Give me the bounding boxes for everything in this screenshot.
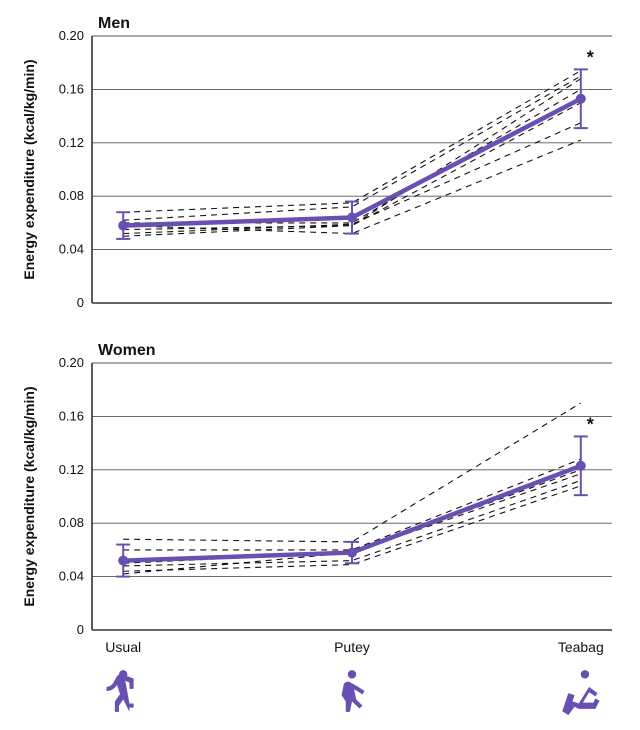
panel-title: Men bbox=[98, 15, 130, 32]
x-category-label: Usual bbox=[105, 639, 141, 655]
significance-marker: * bbox=[587, 414, 594, 434]
y-tick-label: 0.08 bbox=[59, 515, 84, 530]
y-tick-label: 0.16 bbox=[59, 408, 84, 423]
y-tick-label: 0 bbox=[77, 622, 84, 637]
panel-women: 0 0.04 0.08 0.12 0.16 0.20 Women Energy expendi… bbox=[21, 342, 612, 655]
panel-title: Women bbox=[98, 342, 155, 359]
panel-men: 0 0.04 0.08 0.12 0.16 0.20 Men Energy expenditu… bbox=[21, 15, 612, 310]
mean-marker bbox=[118, 556, 128, 566]
walk-usual-icon bbox=[107, 670, 134, 712]
y-tick-label: 0.04 bbox=[59, 242, 84, 257]
silhouette-icon bbox=[562, 670, 600, 715]
y-tick-label: 0.12 bbox=[59, 462, 84, 477]
individual-series bbox=[123, 403, 581, 542]
y-tick-label: 0 bbox=[77, 295, 84, 310]
figure-svg: 0 0.04 0.08 0.12 0.16 0.20 Men Energy expenditu… bbox=[0, 0, 640, 730]
y-tick-label: 0.20 bbox=[59, 355, 84, 370]
mean-marker bbox=[347, 548, 357, 558]
mean-marker bbox=[576, 461, 586, 471]
y-tick-label: 0.16 bbox=[59, 81, 84, 96]
mean-marker bbox=[576, 94, 586, 104]
individual-series bbox=[123, 76, 581, 220]
energy-expenditure-figure: 0 0.04 0.08 0.12 0.16 0.20 Men Energy expenditu… bbox=[0, 0, 640, 730]
mean-marker bbox=[347, 213, 357, 223]
x-category-label: Putey bbox=[334, 639, 370, 655]
x-category-label: Teabag bbox=[558, 639, 604, 655]
y-tick-label: 0.12 bbox=[59, 135, 84, 150]
silhouette-icon bbox=[342, 670, 365, 712]
silhouette-icon bbox=[107, 670, 134, 712]
y-axis-label: Energy expenditure (kcal/kg/min) bbox=[21, 59, 37, 279]
y-axis-label: Energy expenditure (kcal/kg/min) bbox=[21, 386, 37, 606]
walk-teabag-icon bbox=[562, 670, 600, 715]
y-tick-label: 0.04 bbox=[59, 569, 84, 584]
significance-marker: * bbox=[587, 47, 594, 67]
walk-putey-icon bbox=[342, 670, 365, 712]
y-tick-label: 0.20 bbox=[59, 28, 84, 43]
individual-series bbox=[123, 71, 581, 213]
y-tick-label: 0.08 bbox=[59, 188, 84, 203]
mean-marker bbox=[118, 221, 128, 231]
